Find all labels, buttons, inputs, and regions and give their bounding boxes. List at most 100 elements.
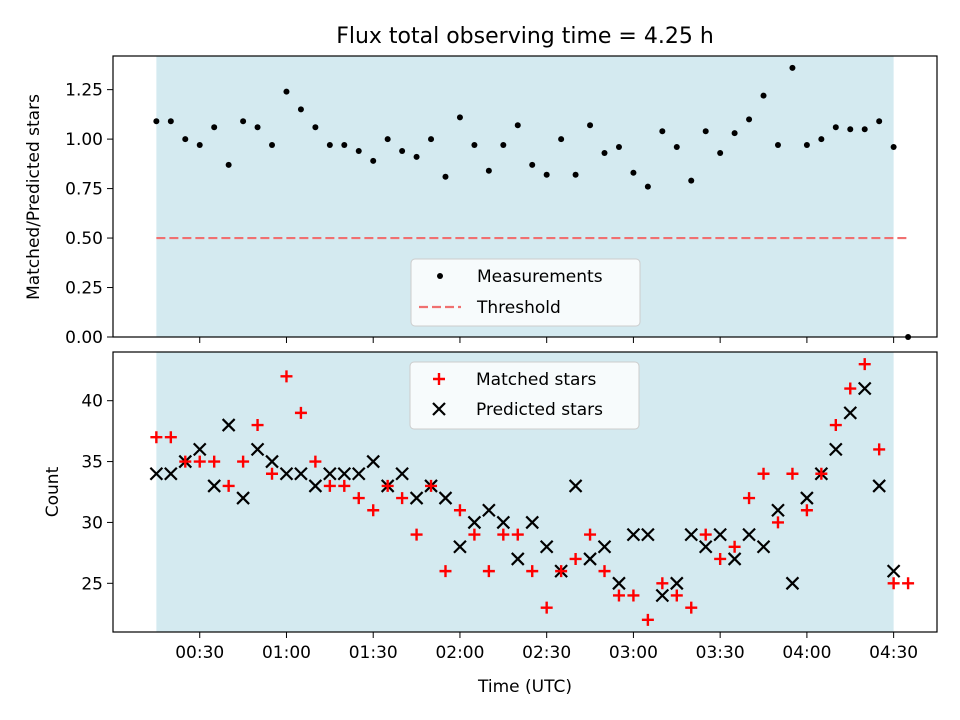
measurement-point: [529, 161, 536, 168]
legend-measurements-marker: [437, 273, 443, 279]
matched-star-point: [497, 528, 510, 541]
matched-star-point: [150, 431, 163, 444]
measurement-point: [500, 142, 507, 149]
predicted-star-point: [583, 552, 597, 566]
predicted-star-point: [872, 479, 886, 493]
bottom-frame: [112, 351, 938, 633]
predicted-star-point: [164, 466, 178, 481]
top-legend-box: [410, 258, 641, 327]
matched-star-point: [280, 370, 293, 383]
measurement-point: [196, 142, 203, 149]
measurement-point: [167, 118, 174, 125]
bottom-y-tick-label: 40: [81, 392, 103, 412]
measurement-point: [384, 136, 391, 143]
matched-star-point: [757, 467, 770, 480]
predicted-star-point: [626, 527, 641, 542]
measurement-point: [153, 118, 160, 125]
legend-threshold-label: Threshold: [476, 298, 561, 318]
matched-star-point: [728, 540, 741, 553]
legend-matched-label: Matched stars: [476, 370, 596, 390]
predicted-star-point: [713, 527, 727, 542]
measurement-point: [818, 136, 825, 143]
predicted-star-point: [323, 466, 337, 481]
legend-predicted-label: Predicted stars: [476, 400, 603, 420]
measurement-point: [774, 142, 781, 149]
measurement-point: [876, 118, 883, 125]
measurement-point: [413, 153, 420, 160]
measurement-point: [803, 142, 810, 149]
top-panel: 0.00 0.25 0.50 0.75 1.00 1.25 Measurements Thre…: [65, 55, 938, 348]
matched-star-point: [309, 455, 322, 468]
predicted-star-point: [568, 479, 583, 493]
matched-star-point: [844, 382, 857, 395]
x-tick-label: 04:30: [869, 643, 918, 663]
predicted-star-point: [453, 540, 467, 554]
matched-star-point: [902, 577, 915, 590]
predicted-star-point: [250, 442, 265, 457]
matched-star-point: [569, 552, 582, 565]
predicted-star-point: [236, 491, 250, 505]
predicted-star-point: [482, 503, 496, 518]
top-frame: [112, 55, 938, 338]
measurement-point: [905, 334, 912, 340]
top-y-axis-label: Matched/Predicted stars: [24, 94, 44, 300]
bottom-panel: 25 30 35 40 00:30 01:00 01:30 02:00 02:30 03:00 03…: [81, 351, 938, 663]
matched-star-point: [526, 565, 539, 578]
measurement-point: [543, 171, 550, 178]
legend-predicted-marker: [432, 402, 446, 416]
matched-star-point: [468, 528, 481, 541]
matched-star-point: [555, 565, 568, 578]
predicted-star-point: [351, 466, 366, 481]
predicted-star-point: [597, 540, 612, 554]
legend-measurements-label: Measurements: [477, 267, 603, 287]
predicted-star-point: [366, 454, 380, 469]
matched-star-point: [598, 565, 611, 578]
measurement-point: [572, 171, 579, 178]
measurement-point: [587, 122, 594, 129]
predicted-star-point: [192, 442, 207, 457]
predicted-star-point: [641, 527, 655, 542]
measurement-point: [341, 142, 348, 149]
matched-star-point: [179, 455, 192, 468]
predicted-star-point: [395, 466, 409, 481]
top-y-tick-label: 0.25: [65, 279, 103, 299]
predicted-star-point: [265, 454, 279, 469]
bottom-y-tick-label: 25: [81, 574, 103, 594]
matched-star-point: [439, 565, 452, 578]
predicted-star-point: [207, 479, 221, 493]
measurement-point: [615, 144, 622, 151]
matched-star-point: [367, 504, 380, 517]
predicted-star-point: [829, 442, 843, 457]
measurement-point: [644, 183, 651, 190]
matched-star-point: [670, 589, 683, 602]
measurement-point: [847, 126, 854, 133]
measurement-point: [890, 144, 897, 151]
matched-star-point: [338, 479, 351, 492]
measurement-point: [601, 149, 608, 156]
matched-star-point: [829, 419, 842, 432]
predicted-star-point: [742, 527, 756, 542]
predicted-star-point: [843, 406, 858, 420]
measurement-point: [225, 161, 232, 168]
measurement-point: [297, 106, 304, 113]
measurement-point: [182, 136, 189, 143]
matched-star-point: [800, 504, 813, 517]
chart-title: Flux total observing time = 4.25 h: [336, 24, 714, 49]
matched-star-point: [743, 492, 756, 505]
predicted-star-point: [337, 466, 352, 481]
measurement-point: [428, 136, 435, 143]
predicted-star-point: [409, 491, 424, 505]
predicted-star-point: [756, 540, 771, 554]
top-y-tick-label: 0.00: [65, 328, 103, 348]
matched-star-point: [323, 479, 336, 492]
top-y-tick-label: 1.25: [65, 81, 103, 101]
legend-matched-marker: [433, 373, 445, 385]
matched-star-point: [352, 492, 365, 505]
x-tick-label: 00:30: [175, 643, 224, 663]
measurement-point: [861, 126, 868, 133]
predicted-star-point: [612, 576, 626, 591]
measurement-point: [442, 173, 449, 180]
matched-star-point: [482, 565, 495, 578]
bottom-y-tick-label: 35: [81, 453, 103, 473]
x-tick-label: 02:00: [435, 643, 484, 663]
